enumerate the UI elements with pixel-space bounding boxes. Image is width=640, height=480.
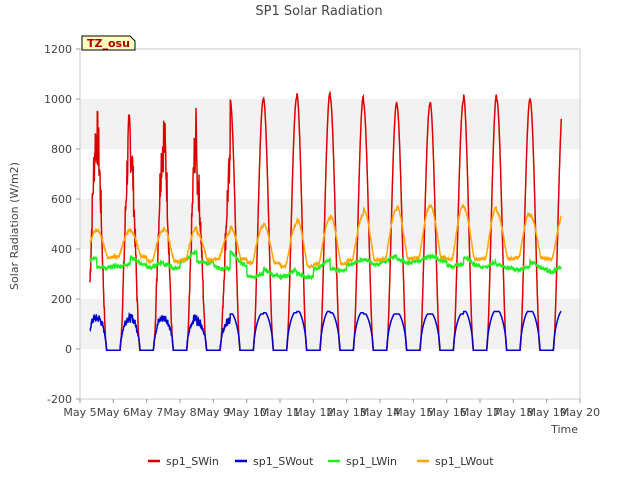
grid-band xyxy=(80,99,580,149)
x-tick-label: May 20 xyxy=(560,406,600,419)
x-axis-title: Time xyxy=(550,423,578,436)
x-tick-label: May 16 xyxy=(427,406,467,419)
sp1_LWout-line xyxy=(89,202,562,270)
y-tick-label: 1200 xyxy=(44,43,72,56)
sp1_SWout-legend-label: sp1_SWout xyxy=(253,455,314,468)
x-tick-label: May 13 xyxy=(327,406,367,419)
y-axis-title: Solar Radiation (W/m2) xyxy=(8,162,21,290)
x-tick-label: May 8 xyxy=(163,406,196,419)
x-tick-label: May 12 xyxy=(293,406,333,419)
y-tick-label: 200 xyxy=(51,293,72,306)
plot-frame xyxy=(79,48,581,400)
chart-title: SP1 Solar Radiation xyxy=(255,4,382,19)
y-tick-label: 400 xyxy=(51,243,72,256)
grid-band xyxy=(80,299,580,349)
x-tick-label: May 14 xyxy=(360,406,400,419)
tz-badge: TZ_osu xyxy=(81,35,136,51)
y-tick-label: 0 xyxy=(65,343,72,356)
x-tick-label: May 10 xyxy=(227,406,267,419)
x-tick-label: May 6 xyxy=(97,406,130,419)
x-tick-label: May 7 xyxy=(130,406,163,419)
sp1_SWout-line xyxy=(89,310,562,352)
sp1_LWin-line xyxy=(89,248,562,281)
sp1_LWin-legend-label: sp1_LWin xyxy=(346,455,397,468)
x-tick-label: May 9 xyxy=(197,406,230,419)
x-tick-label: May 15 xyxy=(393,406,433,419)
x-tick-label: May 11 xyxy=(260,406,300,419)
y-tick-label: 600 xyxy=(51,193,72,206)
sp1_SWin-legend-label: sp1_SWin xyxy=(166,455,219,468)
x-tick-label: May 18 xyxy=(493,406,533,419)
legend: sp1_SWin sp1_SWout sp1_LWin sp1_LWout xyxy=(148,455,494,468)
y-tick-label: 1000 xyxy=(44,93,72,106)
y-tick-label: -200 xyxy=(47,393,72,406)
tz-badge-box xyxy=(81,35,136,51)
tz-badge-label: TZ_osu xyxy=(87,37,130,50)
x-tick-label: May 19 xyxy=(527,406,567,419)
x-tick-label: May 17 xyxy=(460,406,500,419)
y-tick-label: 800 xyxy=(51,143,72,156)
sp1_LWout-legend-label: sp1_LWout xyxy=(435,455,494,468)
x-tick-label: May 5 xyxy=(63,406,96,419)
